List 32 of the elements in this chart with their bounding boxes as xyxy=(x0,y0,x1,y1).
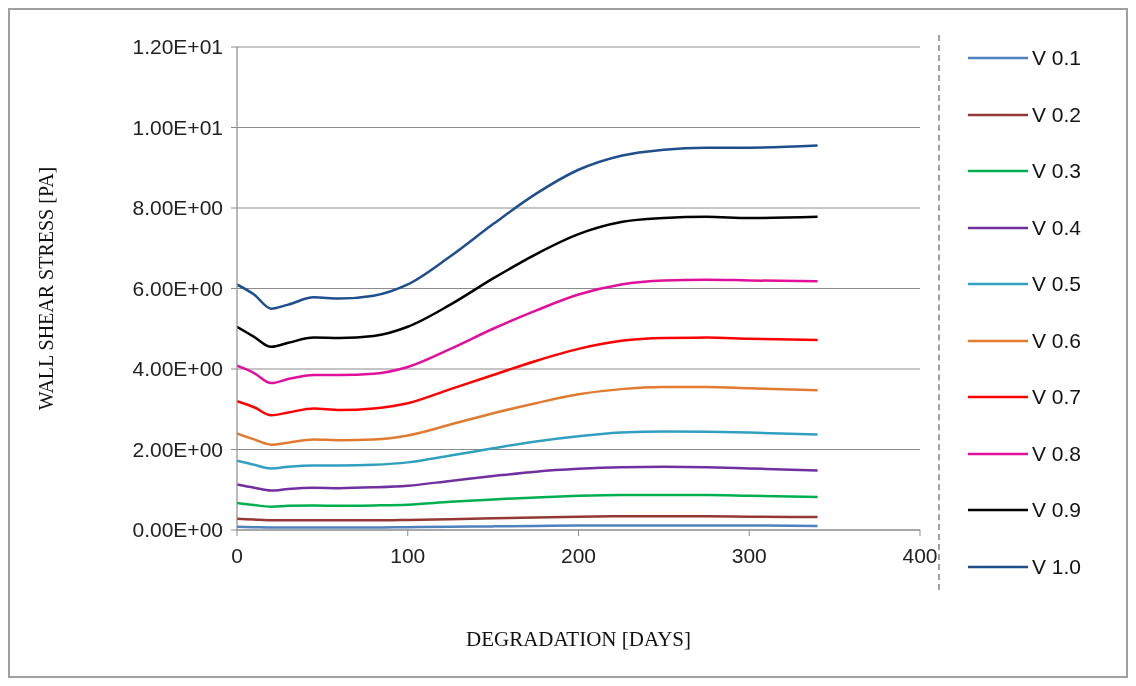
legend-label: V 0.5 xyxy=(1032,272,1082,297)
legend-label: V 0.8 xyxy=(1032,441,1082,466)
line-series xyxy=(237,493,819,508)
y-tick-label: 0.00E+00 xyxy=(132,518,223,542)
y-tick-label: 6.00E+00 xyxy=(132,276,223,300)
y-tick-label: 1.20E+01 xyxy=(132,35,223,59)
line-series xyxy=(237,278,819,385)
legend-label: V 1.0 xyxy=(1032,554,1082,579)
x-tick-label: 0 xyxy=(231,543,243,567)
legend-label: V 0.9 xyxy=(1032,498,1082,523)
x-axis-title: DEGRADATION [DAYS] xyxy=(466,627,691,651)
x-tick-label: 400 xyxy=(902,543,938,567)
y-tick-label: 4.00E+00 xyxy=(132,357,223,381)
x-tick-label: 100 xyxy=(390,543,426,567)
x-tick-label: 200 xyxy=(560,543,597,567)
legend-label: V 0.2 xyxy=(1032,102,1082,127)
y-tick-label: 8.00E+00 xyxy=(132,196,223,220)
y-tick-label: 2.00E+00 xyxy=(132,437,223,461)
legend-label: V 0.4 xyxy=(1032,215,1082,240)
y-tick-label: 1.00E+01 xyxy=(132,115,223,139)
legend-label: V 0.1 xyxy=(1032,46,1082,71)
line-series xyxy=(237,385,819,446)
line-series xyxy=(237,215,819,349)
line-series xyxy=(237,465,819,492)
line-series xyxy=(237,144,819,310)
line-series xyxy=(237,430,819,470)
legend-label: V 0.3 xyxy=(1032,159,1082,184)
y-axis-title: WALL SHEAR STRESS [PA] xyxy=(35,166,58,411)
line-series xyxy=(237,336,819,417)
legend-label: V 0.7 xyxy=(1032,385,1082,410)
x-tick-label: 300 xyxy=(731,543,767,567)
legend-label: V 0.6 xyxy=(1032,328,1082,353)
